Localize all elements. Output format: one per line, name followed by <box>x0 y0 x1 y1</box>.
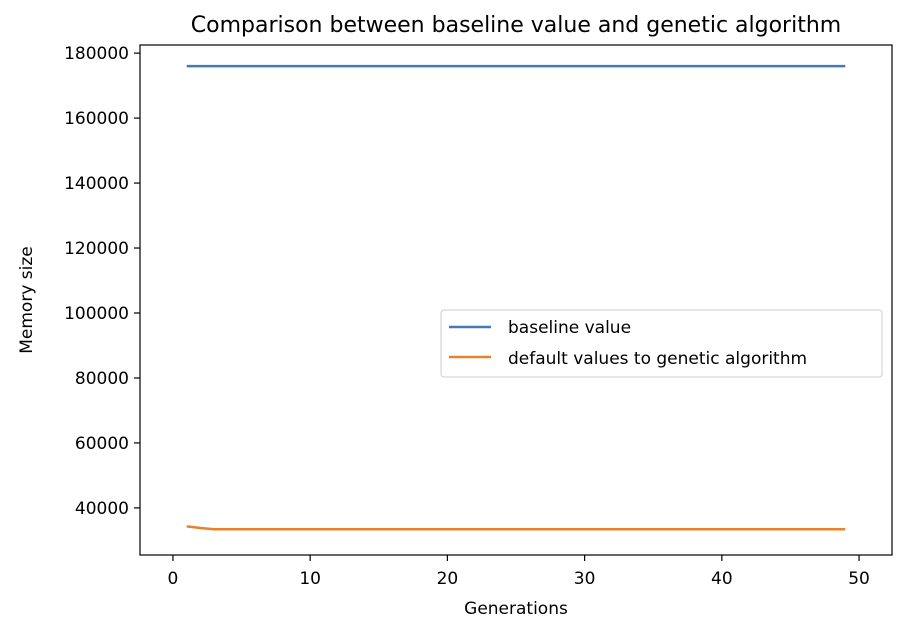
x-tick-label: 50 <box>848 569 870 589</box>
y-tick-label: 100000 <box>64 304 129 324</box>
y-axis-label: Memory size <box>17 246 37 354</box>
y-tick-label: 180000 <box>64 44 129 64</box>
series-layer <box>186 64 846 531</box>
y-tick-label: 60000 <box>75 434 129 454</box>
x-tick-label: 0 <box>168 569 179 589</box>
y-tick-label: 40000 <box>75 499 129 519</box>
series-line-1 <box>186 525 846 531</box>
x-tick-label: 10 <box>299 569 321 589</box>
x-tick-label: 40 <box>711 569 733 589</box>
x-tick-label: 30 <box>574 569 596 589</box>
x-axis-ticks: 0 10 20 30 40 50 <box>168 555 870 589</box>
y-tick-label: 140000 <box>64 174 129 194</box>
y-tick-label: 120000 <box>64 239 129 259</box>
legend-entry-baseline: baseline value <box>508 318 631 338</box>
legend: baseline value default values to genetic… <box>440 309 883 378</box>
legend-entry-genetic: default values to genetic algorithm <box>508 349 807 369</box>
x-axis-label: Generations <box>464 599 568 619</box>
y-tick-label: 80000 <box>75 369 129 389</box>
x-tick-label: 20 <box>437 569 459 589</box>
plot-area <box>139 44 893 556</box>
y-tick-label: 160000 <box>64 109 129 129</box>
chart-title: Comparison between baseline value and ge… <box>191 13 841 38</box>
y-axis-ticks: 40000 60000 80000 100000 120000 140000 160000 1… <box>64 44 140 519</box>
legend-box <box>440 309 883 378</box>
